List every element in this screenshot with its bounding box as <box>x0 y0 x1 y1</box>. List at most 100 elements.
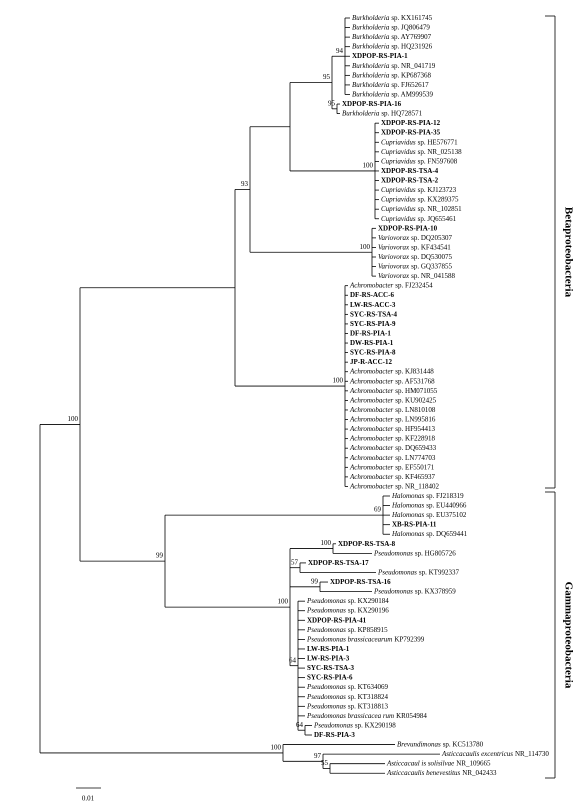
strain: XDPOP-RS-PIA-1 <box>352 52 408 60</box>
leaf-label: Achromobacter sp. HM071055 <box>349 386 438 394</box>
species: Halomonas <box>391 511 425 519</box>
leaf-label: Pseudomonas sp. KX378959 <box>373 587 456 595</box>
accession: sp. KP687368 <box>391 71 431 79</box>
leaf-label: Pseudomonas sp. KT992337 <box>377 568 459 576</box>
accession: sp. FJ652617 <box>391 81 429 89</box>
species: Pseudomonas <box>306 625 346 633</box>
accession: NR_109665 <box>456 759 491 767</box>
accession: sp. KF434541 <box>411 243 451 251</box>
strain: XDPOP-RS-PIA-41 <box>307 616 367 624</box>
accession: sp. KF228918 <box>395 434 435 442</box>
bootstrap: 100 <box>278 598 289 606</box>
species: Achromobacter <box>349 444 394 452</box>
species: Pseudomonas brassicacearum <box>306 635 392 643</box>
leaf-label: Pseudomonas brassicacea rum KR054984 <box>306 711 427 719</box>
bootstrap: 100 <box>333 377 344 385</box>
leaf-label: Cupriavidus sp. NR_025138 <box>381 147 462 155</box>
species: Asticcacaul is solisilvae <box>386 759 454 767</box>
leaf-label: Burkholderia sp. AM999539 <box>352 90 433 98</box>
leaf-label: Achromobacter sp. AF531768 <box>349 377 435 385</box>
bootstrap: 64 <box>296 721 304 729</box>
leaf-label: Achromobacter sp. EF550171 <box>349 463 435 471</box>
accession: sp. AM999539 <box>391 90 433 98</box>
accession: sp. KX378959 <box>415 587 456 595</box>
leaf-label: Cupriavidus sp. KX289375 <box>381 195 459 203</box>
species: Cupriavidus <box>381 205 416 213</box>
accession: sp. KT318813 <box>348 702 389 710</box>
accession: sp. KF465937 <box>395 472 435 480</box>
bootstrap: 100 <box>271 744 282 752</box>
accession: sp. KT318824 <box>348 692 389 700</box>
accession: KP792399 <box>394 635 424 643</box>
accession: sp. EU375102 <box>426 511 467 519</box>
leaf-label: LW-RS-PIA-3 <box>307 654 350 662</box>
species: Pseudomonas <box>373 549 413 557</box>
leaf-label: Burkholderia sp. FJ652617 <box>352 81 429 89</box>
leaf-label: Asticcacaul is solisilvae NR_109665 <box>386 759 491 767</box>
species: Halomonas <box>391 501 425 509</box>
accession: sp. LN810108 <box>395 406 436 414</box>
leaf-label: XDPOP-RS-PIA-35 <box>381 128 441 136</box>
leaf-label: XDPOP-RS-PIA-10 <box>378 224 438 232</box>
accession: NR_114730 <box>515 750 549 758</box>
leaf-label: Achromobacter sp. LN774703 <box>349 453 436 461</box>
strain: XDPOP-RS-TSA-4 <box>381 167 439 175</box>
accession: sp. LN774703 <box>395 453 436 461</box>
accession: sp. GQ337855 <box>411 262 452 270</box>
accession: sp. NR_041719 <box>391 61 435 69</box>
leaf-label: XB-RS-PIA-11 <box>392 520 437 528</box>
bootstrap: 55 <box>321 759 329 767</box>
strain: JP-R-ACC-12 <box>350 358 392 366</box>
strain: DF-RS-ACC-6 <box>350 291 394 299</box>
species: Pseudomonas <box>313 721 353 729</box>
leaf-label: SYC-RS-PIA-8 <box>350 348 396 356</box>
accession: sp. DQ530075 <box>411 253 452 261</box>
species: Variovorax <box>378 272 410 280</box>
species: Pseudomonas <box>373 587 413 595</box>
leaf-label: XDPOP-RS-TSA-4 <box>381 167 439 175</box>
species: Pseudomonas <box>306 597 346 605</box>
strain: XDPOP-RS-TSA-8 <box>338 539 396 547</box>
leaf-label: XDPOP-RS-TSA-17 <box>308 559 369 567</box>
accession: sp. FJ218319 <box>426 492 464 500</box>
species: Cupriavidus <box>381 138 416 146</box>
leaf-label: Pseudomonas sp. KT318824 <box>306 692 388 700</box>
species: Pseudomonas <box>306 606 346 614</box>
species: Variovorax <box>378 253 410 261</box>
species: Brevundimonas <box>397 740 441 748</box>
leaf-label: Achromobacter sp. KF228918 <box>349 434 435 442</box>
leaf-label: Burkholderia sp. HQ728571 <box>342 109 423 117</box>
species: Achromobacter <box>349 425 394 433</box>
accession: NR_042433 <box>462 769 497 777</box>
strain: DW-RS-PIA-1 <box>350 339 394 347</box>
leaf-label: Asticcacaulis excentricus NR_114730 <box>441 750 549 758</box>
accession: sp. NR_025138 <box>418 147 462 155</box>
leaf-label: LW-RS-ACC-3 <box>350 300 396 308</box>
leaf-label: Asticcacaulis benevestitus NR_042433 <box>386 769 497 777</box>
species: Asticcacaulis excentricus <box>441 750 513 758</box>
species: Achromobacter <box>349 281 394 289</box>
leaf-label: Pseudomonas sp. HG805726 <box>373 549 456 557</box>
accession: sp. KU902425 <box>395 396 436 404</box>
species: Variovorax <box>378 243 410 251</box>
accession: sp. HM071055 <box>395 386 438 394</box>
leaf-label: Achromobacter sp. DQ659433 <box>349 444 437 452</box>
bootstrap: 97 <box>314 752 322 760</box>
strain: SYC-RS-PIA-8 <box>350 348 396 356</box>
leaf-label: Achromobacter sp. KJ831448 <box>349 367 434 375</box>
species: Burkholderia <box>352 14 390 22</box>
leaf-label: Variovorax sp. DQ530075 <box>378 253 452 261</box>
bootstrap: 95 <box>323 73 331 81</box>
strain: LW-RS-PIA-1 <box>307 645 350 653</box>
bootstrap: 69 <box>374 506 382 514</box>
accession: sp. KP858915 <box>348 625 388 633</box>
leaf-label: Burkholderia sp. JQ806479 <box>352 23 430 31</box>
leaf-label: Variovorax sp. GQ337855 <box>378 262 452 270</box>
leaf-label: XDPOP-RS-TSA-16 <box>330 578 391 586</box>
leaf-label: XDPOP-RS-PIA-16 <box>342 100 402 108</box>
accession: sp. KX161745 <box>391 14 432 22</box>
leaf-label: DF-RS-PIA-1 <box>350 329 391 337</box>
bootstrap: 100 <box>321 539 332 547</box>
bootstrap: 99 <box>311 577 319 585</box>
species: Variovorax <box>378 233 410 241</box>
